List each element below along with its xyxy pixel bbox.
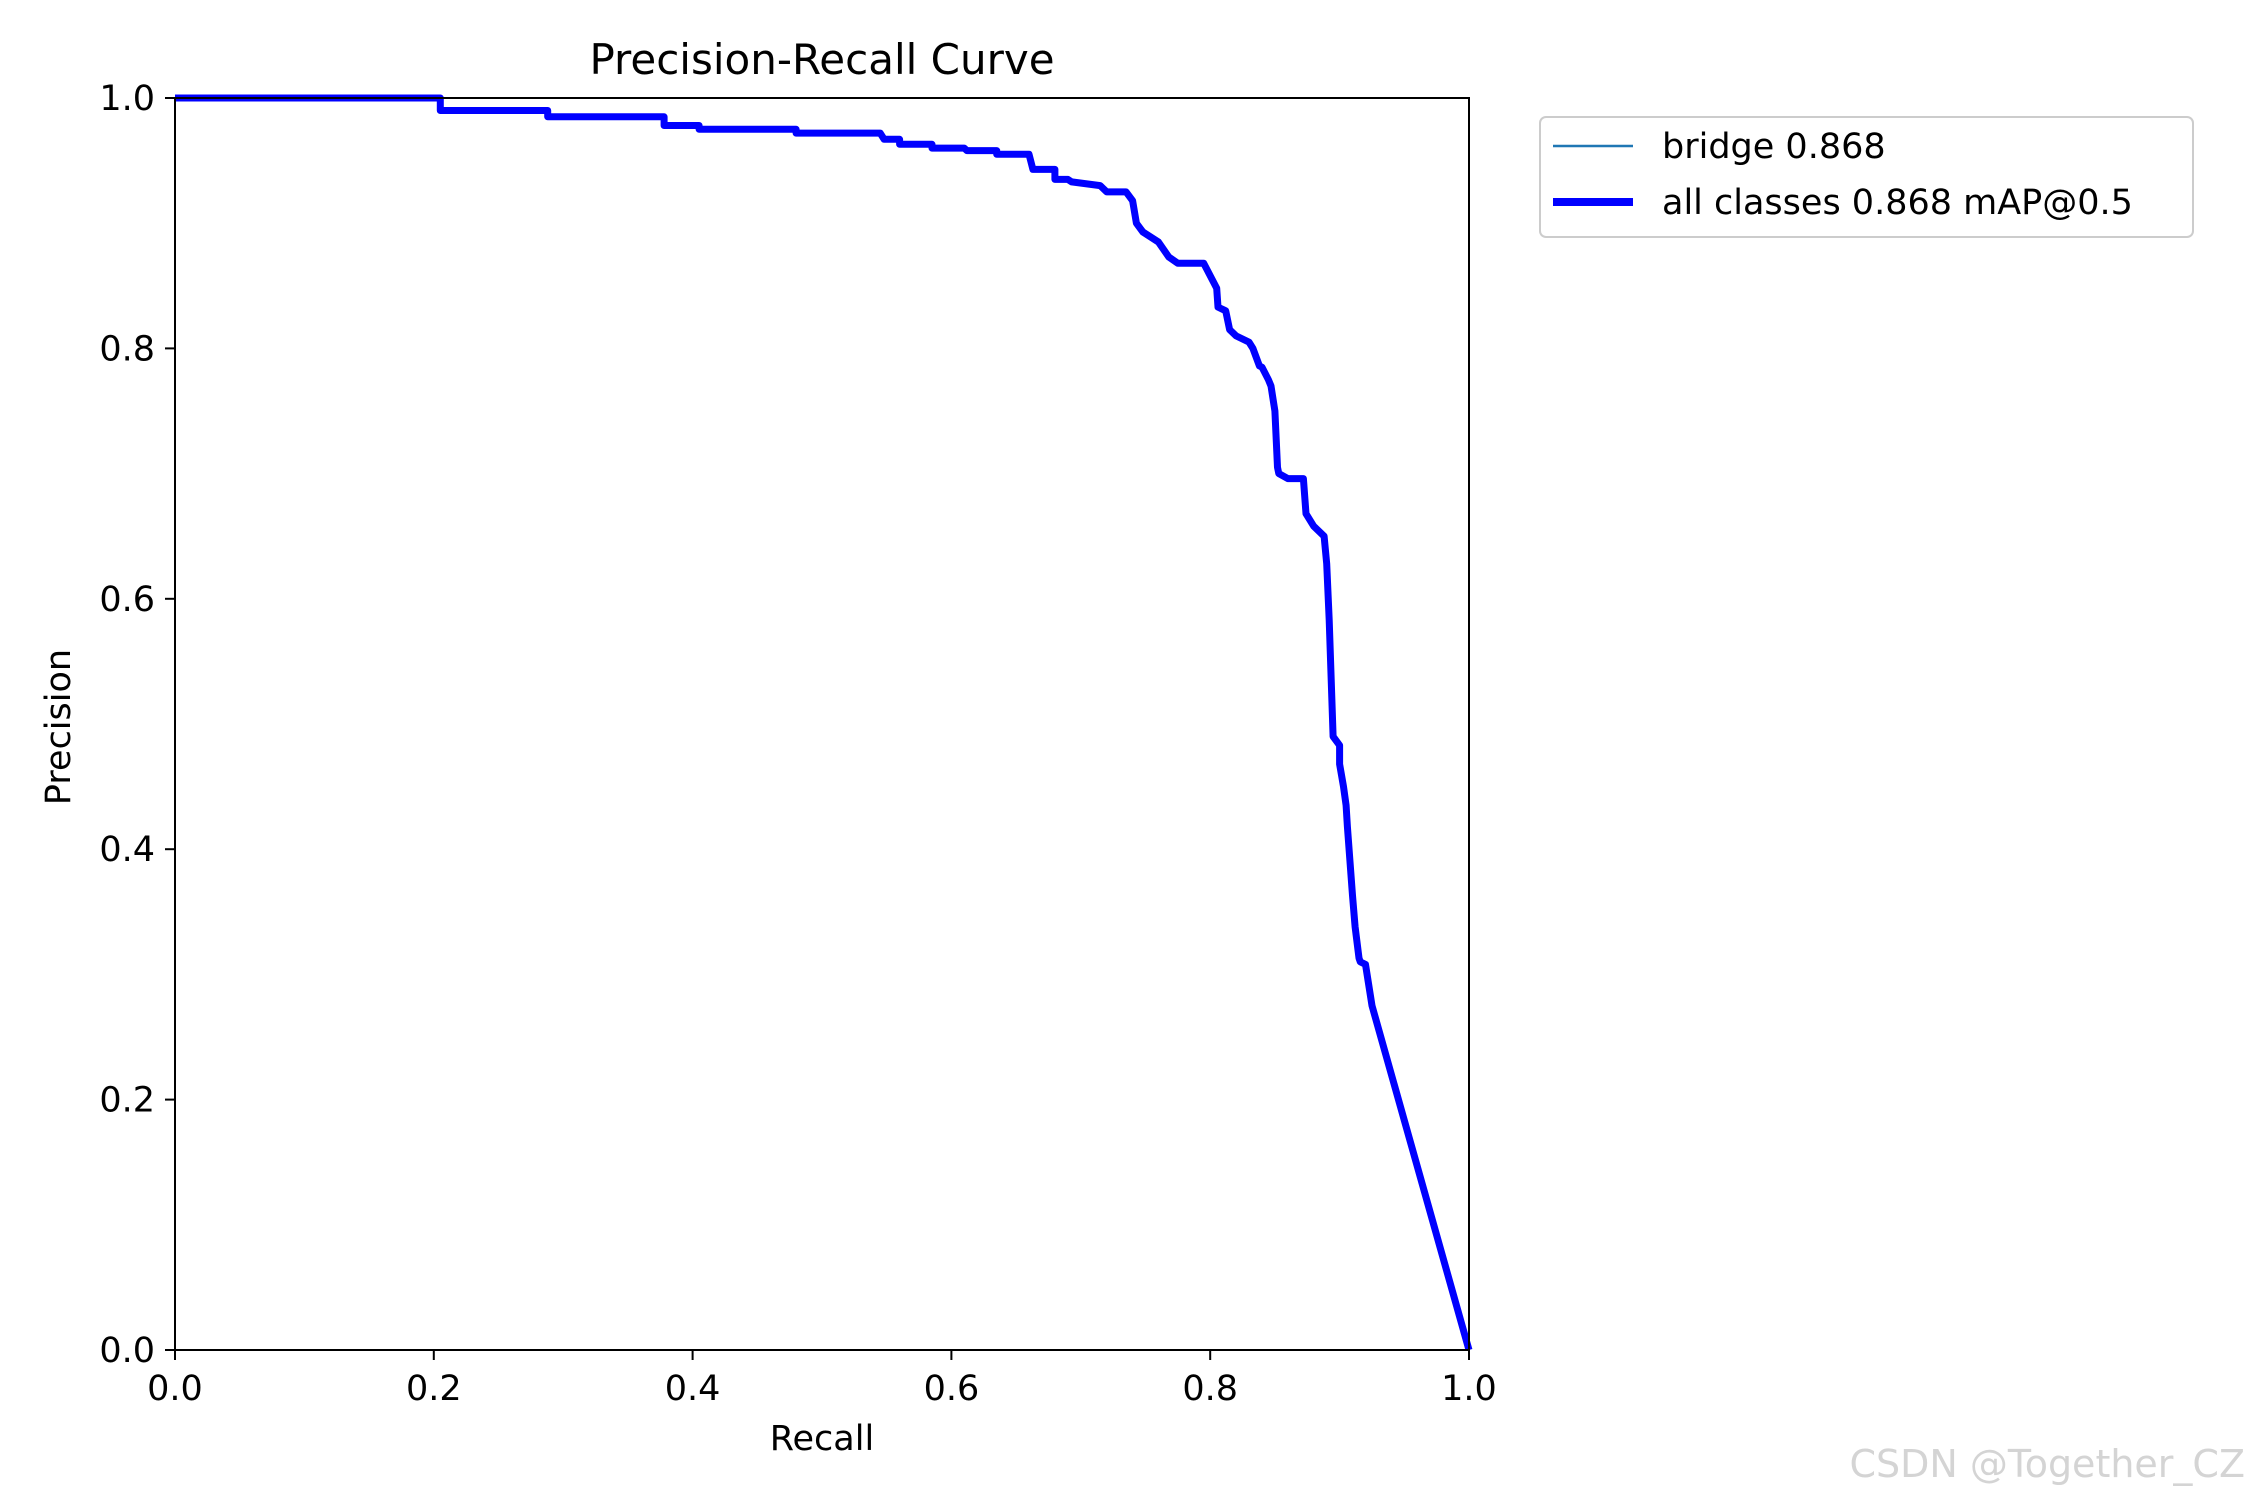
x-axis: 0.0 0.2 0.4 0.6 0.8 1.0	[147, 1350, 1497, 1409]
legend: bridge 0.868 all classes 0.868 mAP@0.5	[1539, 116, 2194, 238]
y-axis-label: Precision	[39, 649, 79, 805]
series-line-all-classes	[175, 94, 1473, 1351]
x-tick-label: 0.4	[665, 1369, 721, 1409]
watermark-text: CSDN @Together_CZ	[1850, 1442, 2245, 1486]
legend-label-bridge: bridge 0.868	[1662, 127, 1886, 167]
chart-title: Precision-Recall Curve	[589, 35, 1054, 84]
y-tick-label: 0.0	[99, 1331, 155, 1371]
plot-frame	[174, 97, 1470, 1351]
x-tick-label: 0.2	[406, 1369, 462, 1409]
y-tick-label: 0.4	[99, 830, 155, 870]
y-tick-label: 0.8	[99, 329, 155, 369]
y-tick-label: 0.2	[99, 1081, 155, 1121]
x-axis-label: Recall	[770, 1419, 874, 1459]
plot-area	[175, 94, 1473, 1351]
x-tick-label: 0.8	[1182, 1369, 1238, 1409]
x-tick-label: 0.6	[924, 1369, 980, 1409]
y-axis: 0.0 0.2 0.4 0.6 0.8 1.0	[99, 79, 175, 1371]
x-tick-label: 1.0	[1441, 1369, 1497, 1409]
y-tick-label: 1.0	[99, 79, 155, 119]
x-tick-label: 0.0	[147, 1369, 203, 1409]
y-tick-label: 0.6	[99, 580, 155, 620]
legend-box	[1539, 116, 2194, 238]
legend-label-all-classes: all classes 0.868 mAP@0.5	[1662, 183, 2133, 223]
